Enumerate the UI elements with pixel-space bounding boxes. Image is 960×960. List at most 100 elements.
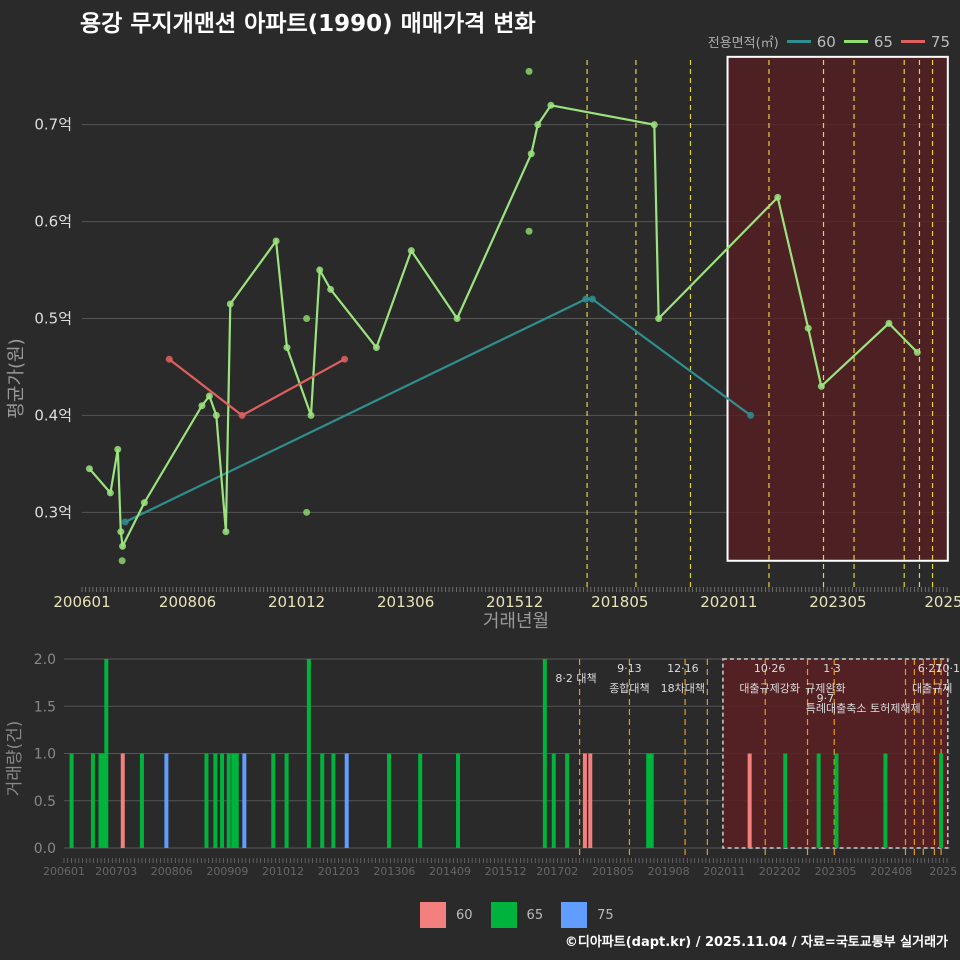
bar-legend-swatch-75: [561, 902, 588, 928]
bar-legend-swatch-65: [490, 902, 517, 928]
data-point-65: [547, 101, 555, 109]
volume-bar-65: [565, 753, 570, 848]
bar-x-tick-label: 200909: [206, 865, 248, 878]
bar-legend-label-75: 75: [597, 907, 614, 923]
bar-legend-swatch-60: [420, 902, 446, 928]
bar-x-tick-label: 201702: [536, 865, 578, 878]
volume-bar-65: [284, 753, 289, 848]
x-tick-label: 201012: [268, 593, 325, 611]
data-point-65: [913, 348, 921, 356]
data-point-65: [106, 489, 114, 497]
volume-bar-65: [542, 659, 547, 848]
y-tick-label: 0.3억: [34, 503, 72, 521]
volume-bar-65: [883, 753, 888, 848]
bar-y-tick-label: 0.5: [34, 794, 56, 810]
volume-bar-65: [101, 753, 106, 848]
data-point-65: [226, 300, 234, 308]
volume-bar-65: [104, 659, 109, 848]
bar-x-tick-label: 202202: [759, 865, 801, 878]
policy-annotation: 9·7: [817, 692, 835, 705]
legend-title: 전용면적(㎡): [707, 36, 779, 51]
volume-bar-65: [816, 753, 821, 848]
policy-annotation: 9·13: [617, 662, 642, 675]
data-point-65: [283, 344, 291, 352]
policy-annotation: 10·1: [936, 662, 960, 675]
scatter-point-65: [303, 508, 311, 516]
policy-annotation: 종합대책: [609, 682, 649, 695]
volume-bar-60: [582, 753, 587, 848]
x-tick-label: 201306: [377, 593, 434, 611]
volume-bar-65: [320, 753, 325, 848]
legend-item-60: 60: [786, 32, 836, 51]
data-point-65: [655, 315, 663, 322]
policy-annotation: 특례대출축소 토허제해제: [806, 701, 921, 715]
data-point-65: [205, 392, 213, 400]
volume-bar-65: [387, 753, 392, 848]
volume-bar-65: [418, 753, 423, 848]
data-point-65: [327, 285, 335, 293]
bar-y-tick-label: 0.0: [34, 841, 56, 857]
bar-y-tick-label: 1.0: [34, 747, 56, 763]
data-point-65: [372, 344, 380, 352]
data-point-65: [650, 121, 658, 129]
volume-bar-65: [98, 753, 103, 848]
bar-x-tick-label: 200806: [151, 865, 193, 878]
series-line-75: [168, 358, 346, 417]
volume-bar-75: [164, 753, 169, 848]
bar-x-tick-label: 200601: [43, 865, 85, 878]
data-point-60: [121, 518, 129, 526]
policy-annotation: 12·16: [667, 662, 699, 675]
x-tick-label: 2025: [924, 593, 960, 611]
volume-bar-65: [234, 753, 239, 848]
bar-x-tick-label: 200703: [95, 865, 137, 878]
x-tick-label: 200601: [53, 593, 110, 611]
x-tick-label: 202011: [700, 593, 757, 611]
legend-swatch-60: [786, 40, 811, 43]
data-point-65: [117, 528, 125, 536]
y-tick-label: 0.4억: [34, 406, 72, 424]
x-tick-label: 200806: [159, 593, 216, 611]
data-point-65: [774, 193, 782, 201]
data-point-65: [527, 150, 535, 158]
data-point-65: [316, 266, 324, 274]
source-footer: ©디아파트(dapt.kr) / 2025.11.04 / 자료=국토교통부 실…: [564, 935, 948, 950]
volume-bar-60: [747, 753, 752, 848]
data-point-75: [165, 355, 173, 363]
scatter-point-65: [525, 67, 533, 75]
policy-annotation: 18차대책: [661, 682, 705, 695]
data-point-60: [582, 295, 590, 303]
data-point-65: [804, 324, 812, 332]
volume-bar-65: [456, 753, 461, 848]
volume-bar-65: [220, 753, 225, 848]
bar-x-tick-label: 201908: [648, 865, 690, 878]
highlight-box: [726, 55, 949, 562]
legend-item-65: 65: [843, 33, 893, 51]
bar-x-tick-label: 2025: [929, 865, 957, 878]
data-point-65: [407, 247, 415, 255]
data-point-65: [222, 528, 230, 536]
policy-annotation: 대출규제강화: [739, 682, 800, 695]
y-tick-label: 0.5억: [34, 310, 72, 328]
scatter-point-65: [118, 557, 126, 565]
legend-swatch-75: [900, 40, 925, 43]
volume-bar-65: [226, 753, 231, 848]
volume-bar-65: [139, 753, 144, 848]
x-tick-label: 201805: [591, 593, 648, 611]
bar-x-tick-label: 201409: [429, 865, 471, 878]
data-point-65: [885, 319, 893, 327]
data-point-65: [534, 121, 542, 129]
bar-x-tick-label: 201306: [373, 865, 415, 878]
bar-legend-label-60: 60: [456, 907, 473, 923]
legend-label-60: 60: [816, 32, 836, 51]
policy-annotation: 8·2 대책: [555, 672, 596, 685]
volume-bar-65: [69, 753, 74, 848]
volume-bar-65: [231, 753, 236, 848]
legend-swatch-65: [843, 40, 868, 43]
volume-bar-65: [90, 753, 95, 848]
bar-y-axis-title: 거래량(건): [5, 721, 25, 797]
volume-bar-60: [120, 753, 125, 848]
scatter-point-65: [303, 315, 311, 322]
bar-legend-label-65: 65: [526, 907, 544, 923]
data-point-75: [238, 411, 246, 419]
